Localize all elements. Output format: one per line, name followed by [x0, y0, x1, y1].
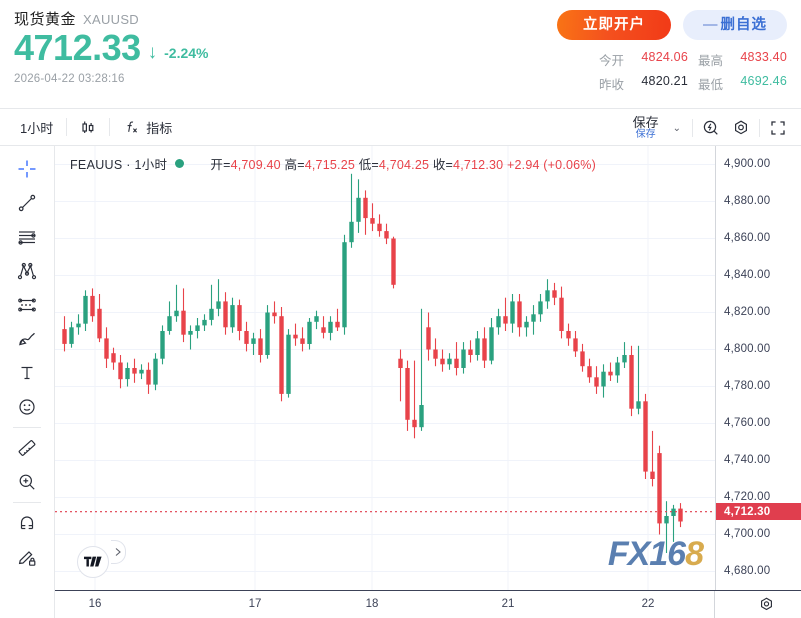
zoom-in-icon[interactable]: [10, 465, 44, 499]
time-tick-label: 17: [248, 598, 262, 610]
interval-selector[interactable]: 1小时: [10, 113, 63, 141]
settings-nut-icon[interactable]: [726, 114, 756, 142]
price-tick-label: 4,720.00: [724, 490, 771, 503]
price-tick-label: 4,880.00: [724, 194, 771, 207]
measure-ruler-icon[interactable]: [10, 431, 44, 465]
quote-label-high: 最高: [697, 54, 723, 68]
crosshair-icon[interactable]: [10, 152, 44, 186]
time-tick-label: 22: [641, 598, 655, 610]
chart-toolbar: 1小时 指标 保存 保存: [0, 108, 801, 146]
fullscreen-icon[interactable]: [763, 114, 793, 142]
symbol-row: 现货黄金 XAUUSD: [14, 8, 787, 29]
text-icon[interactable]: [10, 356, 44, 390]
legend-delta: +2.94 (+0.06%): [507, 158, 596, 172]
symbol-code: XAUUSD: [83, 12, 139, 27]
pattern-icon[interactable]: [10, 288, 44, 322]
indicators-label: 指标: [146, 120, 173, 136]
indicators-button[interactable]: 指标: [113, 113, 182, 141]
legend-open-value: 4,709.40: [230, 158, 281, 172]
price-tick-label: 4,800.00: [724, 342, 771, 355]
lock-drawing-icon[interactable]: [10, 540, 44, 574]
toolbar-divider: [66, 118, 68, 136]
quote-label-open: 今开: [598, 54, 624, 68]
legend-close-value: 4,712.30: [453, 158, 504, 172]
drawing-toolbar: [0, 146, 55, 618]
quote-value-open: 4824.06: [641, 50, 688, 64]
chart-body: FEAUUS · 1小时 开=4,709.40 高=4,715.25 低=4,7…: [0, 146, 801, 618]
interval-label: 1小时: [20, 120, 54, 136]
save-label: 保存: [632, 114, 659, 130]
quote-label-low: 最低: [697, 78, 723, 92]
candlestick-icon: [80, 119, 96, 135]
legend-low-value: 4,704.25: [378, 158, 430, 172]
header-button-row: 立即开户 — 删自选: [557, 10, 787, 40]
legend-title: FEAUUS · 1小时: [70, 158, 168, 172]
fx-icon: [123, 119, 140, 136]
legend-open-key: 开=: [210, 158, 231, 172]
quote-label-prevclose: 昨收: [598, 78, 624, 92]
legend-status-dot-icon: [175, 159, 185, 168]
trend-line-icon[interactable]: [10, 186, 44, 220]
time-tick-label: 18: [365, 598, 379, 610]
toolbar-divider-4: [759, 119, 760, 137]
time-scale[interactable]: 16 17 18 21 22: [55, 590, 801, 618]
price-tick-label: 4,760.00: [724, 416, 771, 429]
quote-value-high: 4833.40: [740, 50, 787, 64]
toolbar-divider-2: [109, 118, 111, 136]
price-scale[interactable]: 4,900.00 4,880.00 4,860.00 4,840.00 4,820.00…: [715, 146, 801, 590]
toolbar-right: 保存 保存 ⌄: [627, 109, 793, 147]
fib-retracement-icon[interactable]: [10, 220, 44, 254]
price-tick-label: 4,860.00: [724, 231, 771, 244]
replay-search-icon[interactable]: [696, 114, 726, 142]
quote-header: 现货黄金 XAUUSD 4712.33 ↓ -2.24% 2026-04-22 …: [0, 0, 801, 108]
toolbar-divider-left-1: [13, 427, 41, 428]
chart-legend: FEAUUS · 1小时 开=4,709.40 高=4,715.25 低=4,7…: [70, 154, 596, 173]
magnet-icon[interactable]: [10, 506, 44, 540]
time-tick-label: 21: [501, 598, 515, 610]
chevron-down-icon[interactable]: ⌄: [672, 122, 681, 134]
price-row: 4712.33 ↓ -2.24%: [14, 30, 787, 66]
quote-stats: 今开 4824.06 最高 4833.40 昨收 4820.21 最低 4692…: [599, 50, 787, 93]
timescale-divider: [714, 591, 715, 618]
quote-value-low: 4692.46: [740, 74, 787, 88]
legend-ohlc: 开=4,709.40 高=4,715.25 低=4,704.25 收=4,712…: [210, 154, 596, 173]
price-tick-label: 4,840.00: [724, 268, 771, 281]
minus-icon: —: [703, 17, 719, 33]
price-tick-label: 4,740.00: [724, 453, 771, 466]
price-tick-label: 4,700.00: [724, 527, 771, 540]
remove-favorite-label: 删自选: [720, 17, 767, 33]
symbol-name: 现货黄金: [14, 11, 77, 28]
quote-timestamp: 2026-04-22 03:28:16: [14, 73, 125, 85]
price-tick-label: 4,680.00: [724, 564, 771, 577]
legend-high-key: 高=: [284, 158, 305, 172]
candlestick-plot: [55, 146, 715, 590]
open-account-button[interactable]: 立即开户: [557, 10, 671, 40]
time-tick-label: 16: [88, 598, 102, 610]
current-price-tag: 4,712.30: [716, 503, 801, 521]
pitchfork-icon[interactable]: [10, 254, 44, 288]
tradingview-logo[interactable]: [77, 546, 109, 578]
change-arrow-icon: ↓: [147, 42, 158, 63]
header-actions: 立即开户 — 删自选 今开 4824.06 最高 4833.40 昨收 4820.…: [557, 10, 787, 93]
price-tick-label: 4,780.00: [724, 379, 771, 392]
emoji-icon[interactable]: [10, 390, 44, 424]
toolbar-divider-3: [692, 119, 693, 137]
last-price: 4712.33: [14, 27, 141, 68]
legend-close-key: 收=: [432, 158, 454, 172]
price-tick-label: 4,820.00: [724, 305, 771, 318]
save-button[interactable]: 保存 保存: [627, 116, 665, 140]
quote-value-prevclose: 4820.21: [641, 74, 688, 88]
legend-low-key: 低=: [358, 158, 379, 172]
brush-icon[interactable]: [10, 322, 44, 356]
legend-high-value: 4,715.25: [304, 158, 355, 172]
chart-canvas[interactable]: FEAUUS · 1小时 开=4,709.40 高=4,715.25 低=4,7…: [55, 146, 715, 590]
chart-settings-icon[interactable]: [758, 596, 775, 613]
remove-favorite-button[interactable]: — 删自选: [683, 10, 787, 40]
save-sub-label: 保存: [635, 128, 656, 140]
change-percent: -2.24%: [164, 45, 209, 61]
price-tick-label: 4,900.00: [724, 157, 771, 170]
chart-type-button[interactable]: [70, 113, 106, 141]
toolbar-divider-left-2: [13, 502, 41, 503]
